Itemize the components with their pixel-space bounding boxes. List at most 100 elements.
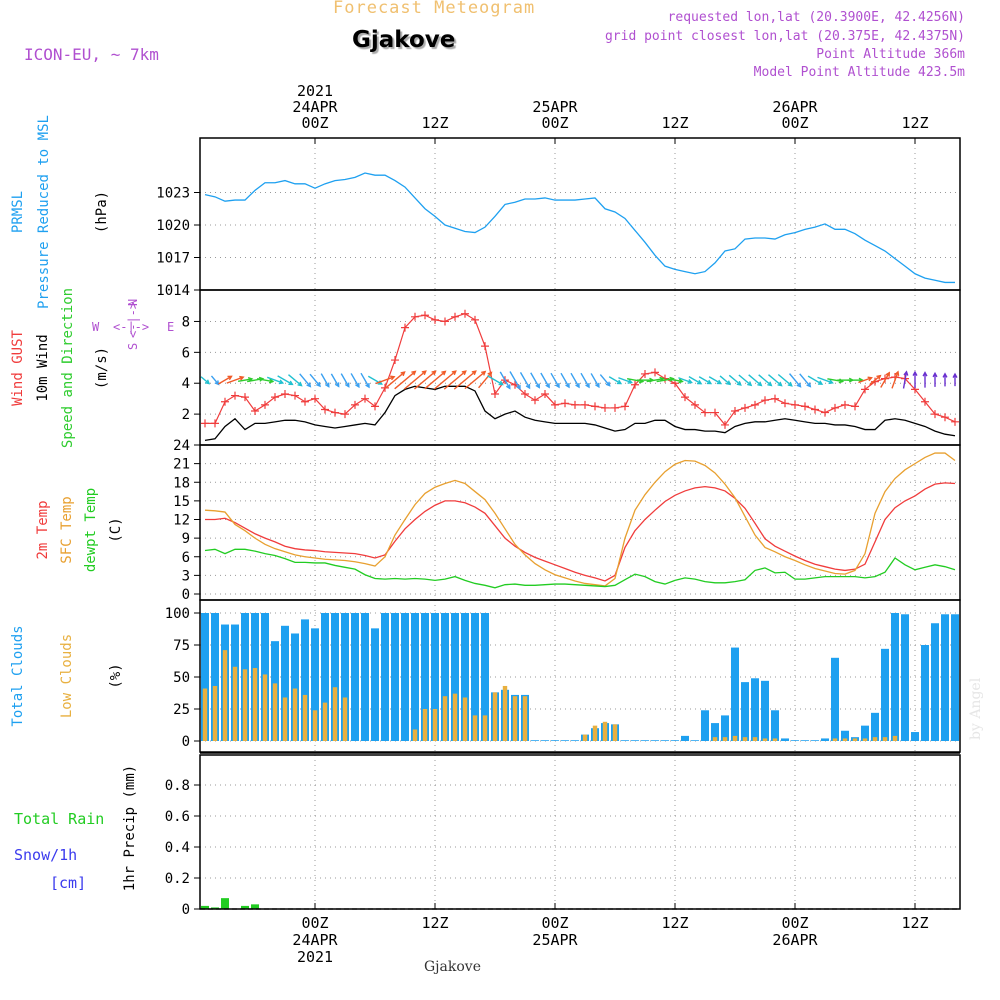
arrow-head bbox=[687, 379, 693, 384]
gust-marker bbox=[831, 403, 839, 412]
wind-direction-arrow bbox=[618, 377, 633, 384]
wind-direction-arrow bbox=[932, 371, 938, 387]
arrow-head bbox=[441, 370, 447, 376]
clouds-axis-title-group: Low Clouds bbox=[59, 634, 75, 718]
low-cloud-bar bbox=[232, 666, 238, 741]
wind-direction-arrow bbox=[748, 374, 763, 387]
arrow-head bbox=[828, 379, 834, 385]
arrow-head bbox=[885, 371, 890, 377]
gust-marker bbox=[271, 393, 279, 402]
low-cloud-bar bbox=[252, 668, 258, 741]
gust-marker bbox=[681, 393, 689, 402]
wind-direction-arrow bbox=[210, 375, 220, 386]
arrow-shaft bbox=[218, 375, 232, 385]
gust-marker bbox=[591, 402, 599, 411]
gust-marker bbox=[331, 408, 339, 417]
arrow-shaft bbox=[540, 372, 550, 388]
precip-legend-entry: [cm] bbox=[50, 874, 86, 892]
arrow-shaft bbox=[453, 370, 477, 390]
arrow-shaft bbox=[570, 372, 580, 388]
gust-marker bbox=[361, 394, 369, 403]
gust-marker bbox=[531, 396, 539, 405]
gust-marker bbox=[951, 417, 959, 426]
total-cloud-bar bbox=[351, 613, 359, 741]
arrow-head bbox=[278, 379, 285, 385]
arrow-shaft bbox=[799, 373, 811, 387]
wind-gust-line bbox=[205, 313, 956, 426]
precip-axis-title-group: 1hr Precip (mm) bbox=[122, 765, 138, 891]
temperature-axis-title: 2m Temp bbox=[35, 500, 51, 559]
wind-direction-arrow bbox=[256, 378, 275, 384]
wind-direction-arrow bbox=[902, 370, 909, 389]
wind-axis-title-group: Speed and Direction bbox=[60, 288, 76, 448]
arrow-shaft bbox=[375, 376, 395, 385]
low-cloud-bar bbox=[862, 738, 868, 741]
arrow-shaft bbox=[560, 372, 570, 388]
gust-marker bbox=[391, 356, 399, 365]
total-cloud-bar bbox=[431, 613, 439, 741]
top-time-label: 00Z bbox=[301, 114, 328, 132]
arrow-shaft bbox=[226, 376, 244, 384]
total-cloud-bar bbox=[711, 723, 719, 741]
arrow-head bbox=[697, 379, 703, 385]
arrow-head bbox=[334, 382, 340, 388]
y-tick-label: 12 bbox=[173, 513, 190, 529]
total-cloud-bar bbox=[421, 613, 429, 741]
gust-marker bbox=[471, 315, 479, 324]
low-cloud-bar bbox=[892, 735, 898, 741]
low-cloud-bar bbox=[202, 688, 208, 741]
wind-direction-arrow bbox=[433, 370, 457, 390]
wind-direction-arrow bbox=[540, 372, 550, 389]
gust-marker bbox=[751, 400, 759, 409]
top-time-label: 26APR bbox=[772, 98, 818, 116]
arrow-shaft bbox=[237, 378, 253, 383]
arrow-head bbox=[777, 381, 783, 387]
wind-direction-arrow bbox=[758, 374, 773, 387]
bottom-time-label: 00Z bbox=[541, 914, 568, 932]
compass-south: S bbox=[126, 343, 140, 350]
wind-direction-arrow bbox=[880, 371, 890, 388]
total-cloud-bar bbox=[621, 740, 629, 741]
y-tick-label: 1023 bbox=[156, 186, 190, 202]
arrow-shaft bbox=[478, 372, 492, 389]
gust-marker bbox=[861, 385, 869, 394]
low-cloud-bar bbox=[752, 737, 758, 741]
compass-ns-arrow: <-|-> bbox=[126, 302, 140, 338]
total-cloud-bar bbox=[471, 613, 479, 741]
bottom-time-label: 00Z bbox=[781, 914, 808, 932]
panel-frame-pressure bbox=[199, 137, 961, 291]
wind-direction-arrow bbox=[708, 376, 723, 385]
low-cloud-bar bbox=[242, 669, 248, 741]
rain-bar bbox=[221, 898, 229, 909]
gust-marker bbox=[451, 312, 459, 321]
grid-point-coords: grid point closest lon,lat (20.375E, 42.… bbox=[604, 29, 965, 44]
low-cloud-bar bbox=[412, 729, 418, 741]
wind-direction-arrow bbox=[309, 373, 321, 388]
wind-axis-title: 10m Wind bbox=[35, 334, 51, 401]
wind-direction-arrow bbox=[299, 373, 312, 388]
arrow-head bbox=[431, 370, 437, 376]
wind-direction-arrow bbox=[777, 373, 793, 387]
total-cloud-bar bbox=[791, 740, 799, 741]
point-altitude: Point Altitude 366m bbox=[816, 47, 965, 62]
dewpoint-line bbox=[204, 548, 956, 589]
total-cloud-bar bbox=[721, 715, 729, 741]
gust-marker bbox=[571, 400, 579, 409]
arrow-head bbox=[942, 372, 948, 378]
gust-marker bbox=[641, 369, 649, 378]
low-cloud-bar bbox=[492, 692, 498, 741]
low-cloud-bar bbox=[422, 709, 428, 741]
wind-direction-arrow bbox=[789, 373, 802, 388]
arrow-shaft bbox=[728, 374, 742, 386]
low-cloud-bar bbox=[322, 702, 328, 741]
arrow-head bbox=[595, 382, 600, 389]
total-cloud-bar bbox=[211, 613, 219, 741]
wind-direction-arrow bbox=[453, 370, 477, 390]
y-tick-label: 0.2 bbox=[165, 871, 190, 887]
arrow-shaft bbox=[768, 374, 782, 387]
wind-direction-arrow bbox=[799, 373, 812, 388]
total-cloud-bar bbox=[881, 648, 889, 741]
gust-marker bbox=[781, 399, 789, 408]
total-cloud-bar bbox=[861, 725, 869, 741]
